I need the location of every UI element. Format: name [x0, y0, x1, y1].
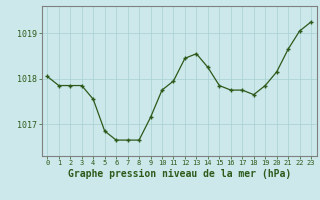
X-axis label: Graphe pression niveau de la mer (hPa): Graphe pression niveau de la mer (hPa)	[68, 169, 291, 179]
